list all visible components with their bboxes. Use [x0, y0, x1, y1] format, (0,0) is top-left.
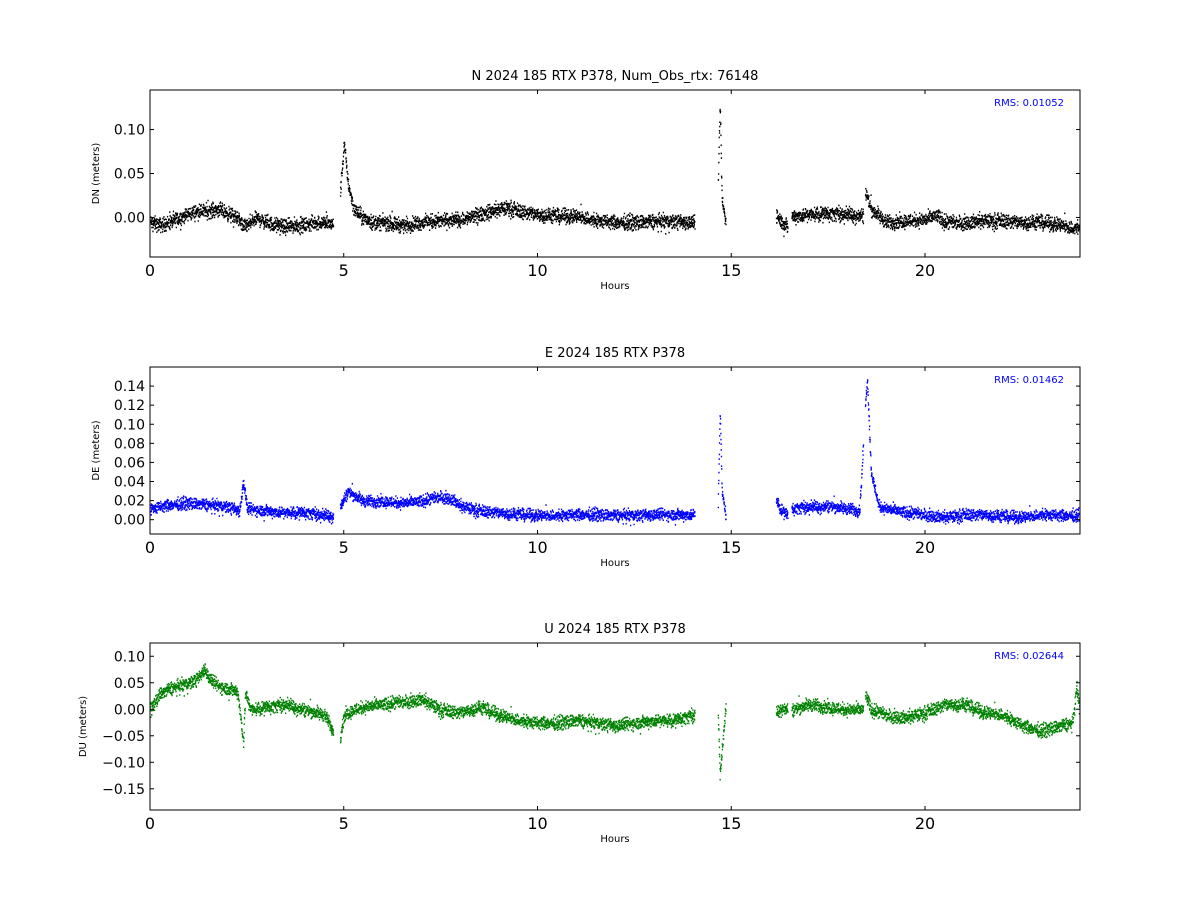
x-tick-label: 15	[721, 538, 741, 557]
chart-title: U 2024 185 RTX P378	[544, 622, 686, 637]
y-tick-label: 0.02	[114, 494, 145, 510]
y-tick-label: −0.10	[102, 755, 145, 771]
axes-frame	[149, 642, 1081, 811]
data-points	[150, 108, 1080, 238]
x-tick-label: 10	[527, 538, 547, 557]
y-axis-label: DU (meters)	[78, 696, 89, 757]
y-tick-label: 0.00	[114, 210, 145, 226]
scatter-mark	[150, 379, 1080, 527]
y-tick-label: 0.12	[114, 398, 145, 414]
x-tick-label: 15	[721, 814, 741, 833]
x-tick-label: 10	[527, 814, 547, 833]
y-tick-label: 0.10	[114, 649, 145, 665]
y-tick-label: 0.00	[114, 513, 145, 529]
y-tick-label: 0.06	[114, 455, 145, 471]
x-tick-label: 5	[339, 538, 349, 557]
y-tick-label: 0.04	[114, 475, 145, 491]
y-tick-label: −0.15	[102, 782, 145, 798]
x-axis-label: Hours	[600, 558, 629, 569]
y-tick-label: 0.10	[114, 123, 145, 139]
chart-panel-2: 0 5 10 15 20 0.00 0.02 0.04 0.06 0.08 0.10 0.12 0.14…	[91, 346, 1081, 569]
chart-panel-3: 0 5 10 15 20 −0.15 −0.10 −0.05 0.00 0.05 0.10 U 202…	[78, 622, 1081, 845]
axes-frame	[149, 89, 1081, 258]
rms-annotation: RMS: 0.01462	[994, 375, 1064, 386]
x-tick-label: 0	[145, 814, 155, 833]
rms-annotation: RMS: 0.02644	[994, 651, 1064, 662]
scatter-mark	[150, 108, 1080, 238]
x-tick-label: 10	[527, 261, 547, 280]
y-axis-label: DE (meters)	[91, 420, 102, 480]
data-points	[150, 379, 1080, 527]
rms-annotation: RMS: 0.01052	[994, 98, 1064, 109]
x-tick-label: 20	[915, 814, 935, 833]
x-tick-label: 0	[145, 538, 155, 557]
axes-frame	[149, 366, 1081, 535]
y-axis-label: DN (meters)	[91, 143, 102, 205]
y-tick-label: 0.14	[114, 379, 145, 395]
data-points	[150, 663, 1080, 781]
x-axis-label: Hours	[600, 281, 629, 292]
x-tick-label: 20	[915, 538, 935, 557]
x-tick-label: 0	[145, 261, 155, 280]
y-tick-label: 0.08	[114, 436, 145, 452]
y-tick-label: 0.00	[114, 702, 145, 718]
scatter-mark	[150, 663, 1080, 781]
chart-title: N 2024 185 RTX P378, Num_Obs_rtx: 76148	[472, 69, 759, 84]
x-tick-label: 5	[339, 261, 349, 280]
x-tick-label: 5	[339, 814, 349, 833]
x-axis-label: Hours	[600, 834, 629, 845]
y-tick-label: 0.05	[114, 167, 145, 183]
y-tick-label: 0.10	[114, 417, 145, 433]
x-tick-label: 20	[915, 261, 935, 280]
x-tick-label: 15	[721, 261, 741, 280]
chart-title: E 2024 185 RTX P378	[545, 346, 685, 361]
chart-panel-1: 0 5 10 15 20 0.00 0.05 0.10 N 2024 185 RTX P378,…	[91, 69, 1081, 292]
y-tick-label: 0.05	[114, 676, 145, 692]
y-tick-label: −0.05	[102, 729, 145, 745]
